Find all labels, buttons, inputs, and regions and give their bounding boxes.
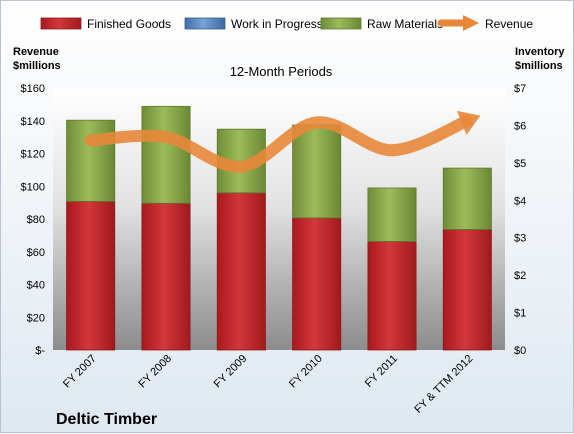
x-tick-label: FY & TTM 2012 bbox=[412, 353, 475, 416]
legend-item-finished-goods: Finished Goods bbox=[40, 17, 171, 31]
revenue-line bbox=[84, 114, 474, 173]
left-axis-title-line1: Revenue bbox=[13, 46, 59, 58]
x-axis-labels: FY 2007 FY 2008 FY 2009 FY 2010 FY 2011 FY & … bbox=[61, 353, 475, 416]
revenue-line-layer bbox=[84, 110, 481, 173]
bar-finished-goods bbox=[292, 217, 342, 351]
right-tick-label: $5 bbox=[514, 158, 526, 170]
legend: Finished Goods Work in Progress Raw Mate… bbox=[40, 15, 533, 31]
right-tick-label: $6 bbox=[514, 120, 526, 132]
legend-item-raw-materials: Raw Materials bbox=[320, 17, 443, 31]
x-tick-label: FY 2007 bbox=[61, 353, 99, 391]
legend-label-work-in-progress: Work in Progress bbox=[231, 17, 323, 31]
bar-finished-goods bbox=[367, 241, 417, 351]
x-tick-label: FY 2008 bbox=[136, 353, 174, 391]
legend-label-raw-materials: Raw Materials bbox=[367, 17, 443, 31]
right-tick-label: $2 bbox=[514, 270, 526, 282]
right-tick-label: $0 bbox=[514, 345, 526, 357]
chart-subtitle: 12-Month Periods bbox=[230, 64, 333, 79]
legend-label-revenue: Revenue bbox=[485, 17, 533, 31]
revenue-arrowhead bbox=[457, 110, 481, 136]
bar-raw-materials bbox=[367, 187, 417, 242]
right-axis-title-line2: $millions bbox=[515, 60, 563, 72]
legend-item-work-in-progress: Work in Progress bbox=[184, 17, 323, 31]
left-tick-label: $20 bbox=[27, 312, 45, 324]
right-tick-label: $1 bbox=[514, 308, 526, 320]
left-axis-ticks: $- $20 $40 $60 $80 $100 $120 $140 $160 bbox=[21, 83, 46, 357]
x-tick-label: FY 2010 bbox=[287, 353, 325, 391]
x-tick-label: FY 2011 bbox=[363, 353, 400, 390]
left-tick-label: $160 bbox=[21, 83, 45, 95]
legend-item-revenue: Revenue bbox=[437, 15, 533, 31]
left-tick-label: $140 bbox=[21, 116, 45, 128]
bar-finished-goods bbox=[141, 202, 191, 351]
legend-label-finished-goods: Finished Goods bbox=[87, 17, 171, 31]
plot-area bbox=[53, 88, 505, 350]
x-tick-label: FY 2009 bbox=[212, 353, 250, 391]
bar-finished-goods bbox=[216, 192, 266, 351]
bar-raw-materials bbox=[292, 124, 342, 219]
bar-finished-goods bbox=[66, 201, 116, 351]
left-tick-label: $- bbox=[35, 345, 45, 357]
right-tick-label: $3 bbox=[514, 233, 526, 245]
bar-raw-materials bbox=[66, 119, 116, 202]
right-tick-label: $4 bbox=[514, 195, 526, 207]
left-tick-label: $80 bbox=[27, 214, 45, 226]
right-axis-ticks: $0 $1 $2 $3 $4 $5 $6 $7 bbox=[514, 83, 526, 357]
left-axis-title-line2: $millions bbox=[13, 60, 61, 72]
left-tick-label: $60 bbox=[27, 247, 45, 259]
right-axis-title-line1: Inventory bbox=[515, 46, 565, 58]
left-tick-label: $120 bbox=[21, 149, 45, 161]
right-tick-label: $7 bbox=[514, 83, 526, 95]
bar-raw-materials bbox=[141, 105, 191, 204]
left-tick-label: $40 bbox=[27, 280, 45, 292]
bar-finished-goods bbox=[442, 229, 492, 351]
bar-raw-materials bbox=[442, 167, 492, 230]
bars bbox=[66, 105, 492, 351]
left-tick-label: $100 bbox=[21, 181, 45, 193]
company-name: Deltic Timber bbox=[56, 411, 157, 428]
